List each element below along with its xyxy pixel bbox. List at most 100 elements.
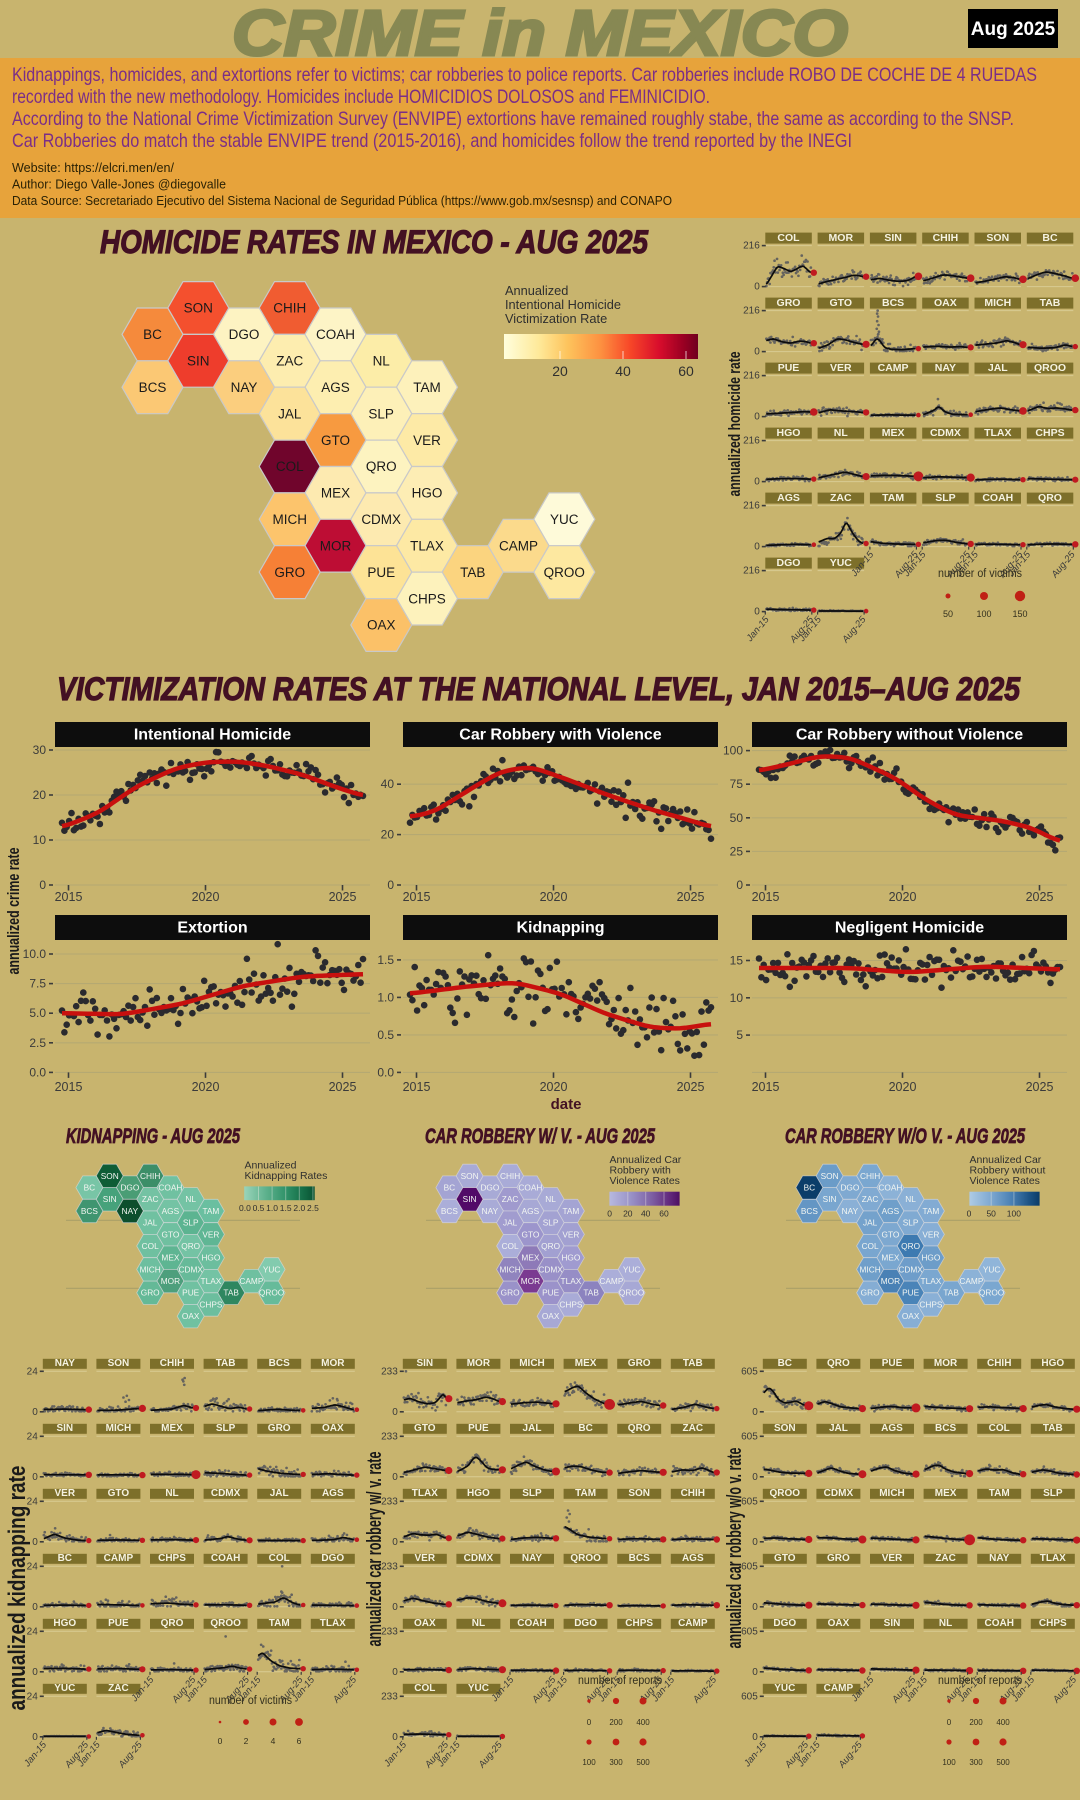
- svg-text:SON: SON: [184, 301, 213, 316]
- svg-text:NAY: NAY: [522, 1553, 543, 1564]
- svg-text:2: 2: [244, 1736, 249, 1746]
- svg-text:2025: 2025: [677, 890, 705, 904]
- svg-text:CDMX: CDMX: [211, 1488, 241, 1499]
- svg-text:TAB: TAB: [216, 1358, 236, 1369]
- svg-text:BCS: BCS: [139, 380, 167, 395]
- svg-text:VER: VER: [55, 1488, 76, 1499]
- svg-text:20: 20: [33, 788, 47, 802]
- svg-text:OAX: OAX: [902, 1311, 920, 1321]
- svg-text:24: 24: [27, 1561, 39, 1572]
- svg-text:CAMP: CAMP: [499, 538, 538, 553]
- svg-text:VER: VER: [882, 1553, 903, 1564]
- svg-text:0: 0: [947, 1718, 952, 1727]
- svg-text:Annualized: Annualized: [245, 1160, 297, 1172]
- svg-text:DGO: DGO: [229, 327, 260, 342]
- svg-text:ZAC: ZAC: [108, 1683, 129, 1694]
- svg-text:annualized car robbery w/o v.: annualized car robbery w/o v. rate: [724, 1448, 746, 1649]
- svg-text:Aug-25: Aug-25: [1049, 549, 1078, 581]
- svg-text:0.0: 0.0: [377, 1065, 394, 1079]
- svg-text:500: 500: [636, 1758, 650, 1767]
- svg-text:0: 0: [607, 1209, 612, 1219]
- svg-text:COAH: COAH: [984, 1618, 1013, 1629]
- svg-text:HGO: HGO: [921, 1253, 940, 1263]
- svg-text:PUE: PUE: [778, 362, 800, 374]
- svg-text:2020: 2020: [192, 890, 220, 904]
- svg-text:QROO: QROO: [979, 1288, 1005, 1298]
- svg-text:605: 605: [741, 1366, 758, 1377]
- svg-text:MICH: MICH: [859, 1264, 880, 1274]
- svg-text:SON: SON: [774, 1423, 796, 1434]
- svg-text:100: 100: [976, 609, 991, 619]
- svg-text:0: 0: [392, 1602, 398, 1613]
- svg-text:YUC: YUC: [54, 1683, 75, 1694]
- svg-text:2020: 2020: [540, 890, 568, 904]
- svg-text:HOMICIDE RATES IN MEXICO - AUG: HOMICIDE RATES IN MEXICO - AUG 2025: [100, 224, 649, 260]
- svg-text:BC: BC: [578, 1423, 592, 1434]
- svg-text:QROO: QROO: [210, 1618, 241, 1629]
- svg-text:Car Robberies do match the sta: Car Robberies do match the stable ENVIPE…: [12, 130, 852, 152]
- svg-text:0: 0: [736, 878, 743, 892]
- svg-text:1.0: 1.0: [266, 1203, 278, 1213]
- svg-text:Website: https://elcri.men/en/: Website: https://elcri.men/en/: [12, 160, 174, 175]
- svg-text:233: 233: [381, 1431, 398, 1442]
- svg-text:1.0: 1.0: [377, 990, 394, 1004]
- svg-text:24: 24: [27, 1626, 39, 1637]
- svg-text:GRO: GRO: [628, 1358, 651, 1369]
- svg-text:24: 24: [27, 1366, 39, 1377]
- svg-text:MICH: MICH: [519, 1358, 545, 1369]
- svg-text:CHIH: CHIH: [273, 301, 306, 316]
- svg-text:COAH: COAH: [982, 492, 1013, 504]
- svg-text:0: 0: [392, 1472, 398, 1483]
- svg-text:SIN: SIN: [187, 354, 210, 369]
- svg-text:BC: BC: [84, 1183, 96, 1193]
- svg-text:SIN: SIN: [103, 1194, 117, 1204]
- svg-text:AGS: AGS: [162, 1206, 180, 1216]
- svg-text:20: 20: [381, 828, 395, 842]
- svg-text:AGS: AGS: [682, 1553, 704, 1564]
- svg-text:HGO: HGO: [201, 1253, 220, 1263]
- svg-text:Jan-15: Jan-15: [741, 1739, 769, 1770]
- svg-text:SIN: SIN: [884, 232, 902, 244]
- svg-text:5.0: 5.0: [29, 1006, 46, 1020]
- svg-text:COL: COL: [269, 1553, 290, 1564]
- svg-text:COL: COL: [862, 1241, 879, 1251]
- svg-text:JAL: JAL: [278, 406, 302, 421]
- svg-text:BC: BC: [804, 1183, 816, 1193]
- svg-text:COAH: COAH: [211, 1553, 240, 1564]
- svg-text:ZAC: ZAC: [142, 1194, 159, 1204]
- svg-text:SON: SON: [821, 1171, 839, 1181]
- svg-text:216: 216: [743, 566, 760, 577]
- svg-text:BC: BC: [1042, 232, 1058, 244]
- svg-text:annualized kidnapping rate: annualized kidnapping rate: [4, 1466, 31, 1711]
- svg-text:JAL: JAL: [143, 1218, 158, 1228]
- svg-text:24: 24: [27, 1431, 39, 1442]
- svg-text:10: 10: [730, 991, 744, 1005]
- svg-text:CHPS: CHPS: [559, 1299, 583, 1309]
- svg-text:ZAC: ZAC: [276, 354, 303, 369]
- svg-text:number of reports: number of reports: [938, 1675, 1022, 1687]
- svg-text:JAL: JAL: [988, 362, 1008, 374]
- svg-text:GRO: GRO: [141, 1288, 160, 1298]
- svg-text:GRO: GRO: [501, 1288, 520, 1298]
- svg-text:MEX: MEX: [935, 1488, 957, 1499]
- svg-text:Jan-15: Jan-15: [21, 1739, 49, 1770]
- svg-text:BC: BC: [58, 1553, 72, 1564]
- svg-text:YUC: YUC: [550, 512, 579, 527]
- svg-text:SLP: SLP: [1043, 1488, 1063, 1499]
- svg-text:QRO: QRO: [366, 459, 397, 474]
- svg-text:233: 233: [381, 1691, 398, 1702]
- svg-text:2015: 2015: [403, 890, 431, 904]
- svg-text:0: 0: [752, 1602, 758, 1613]
- svg-text:GTO: GTO: [414, 1423, 436, 1434]
- svg-text:Robbery without: Robbery without: [970, 1165, 1046, 1177]
- svg-text:VER: VER: [413, 433, 441, 448]
- svg-text:Kidnappings, homicides, and ex: Kidnappings, homicides, and extortions r…: [12, 64, 1037, 86]
- svg-text:recorded with the new methodol: recorded with the new methodology. Homic…: [12, 86, 710, 108]
- svg-text:ZAC: ZAC: [862, 1194, 879, 1204]
- svg-text:NL: NL: [905, 1194, 916, 1204]
- svg-text:75: 75: [730, 777, 744, 791]
- svg-text:YUC: YUC: [263, 1264, 281, 1274]
- svg-text:10: 10: [33, 833, 47, 847]
- svg-text:GTO: GTO: [774, 1553, 796, 1564]
- svg-text:COAH: COAH: [316, 327, 355, 342]
